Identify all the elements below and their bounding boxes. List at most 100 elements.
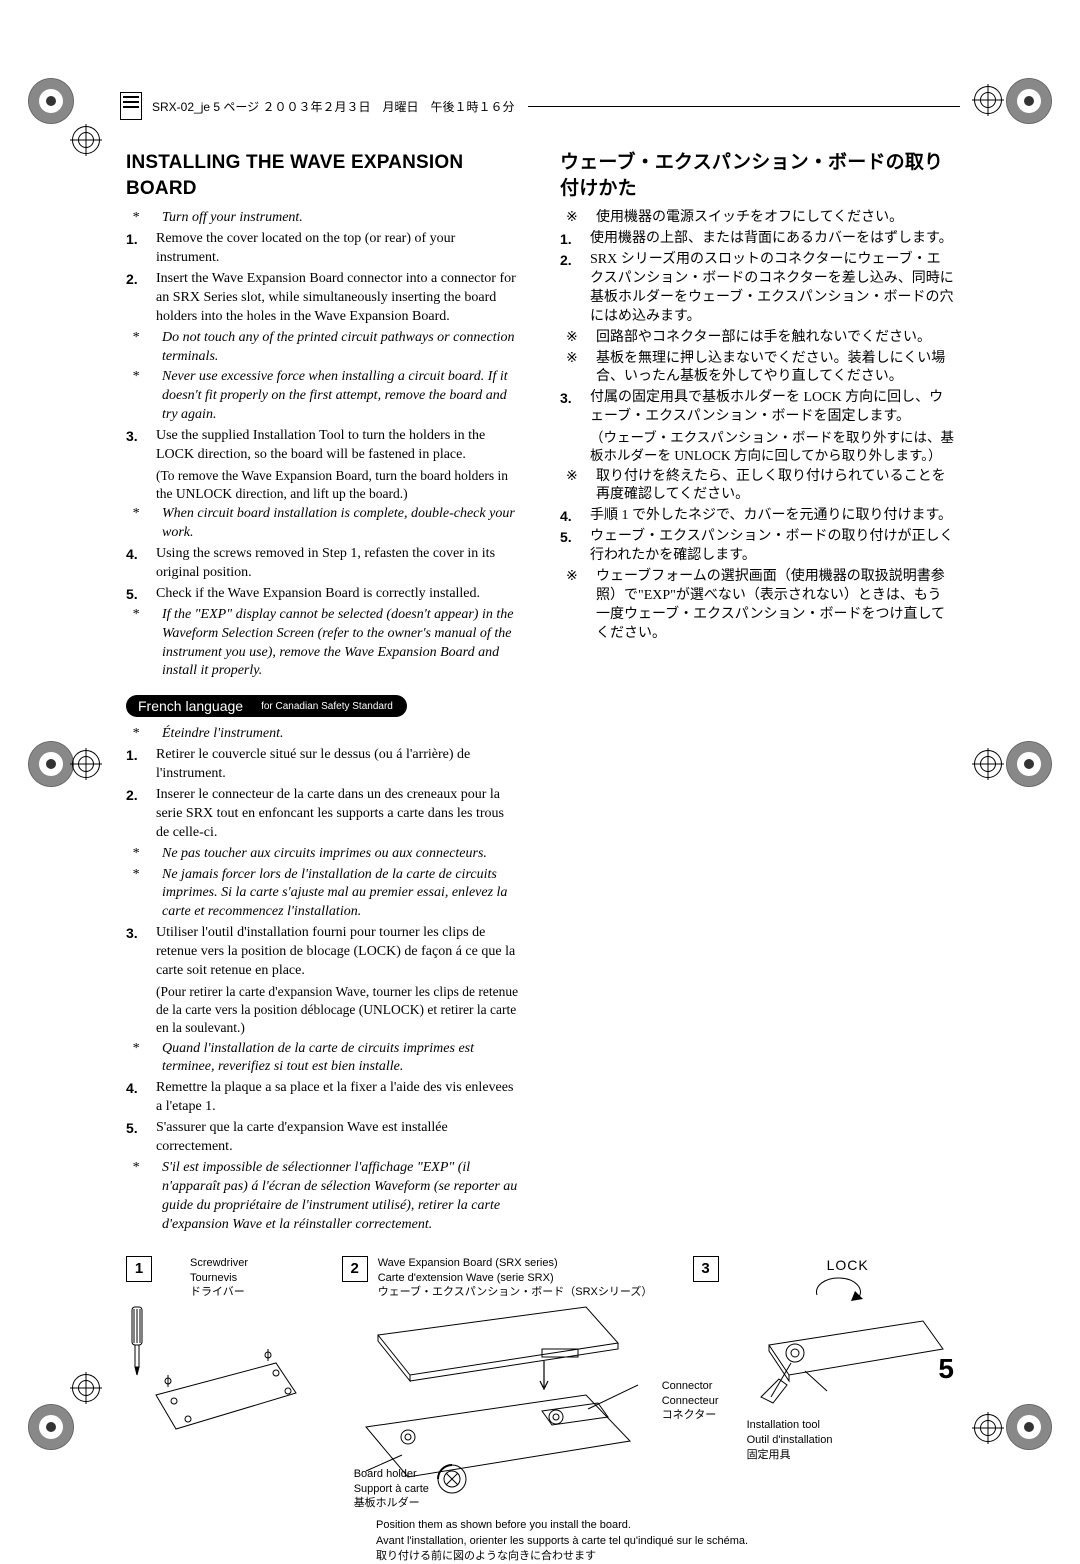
asterisk: *: [126, 368, 162, 425]
page-number: 5: [938, 1350, 954, 1388]
document-meta: SRX-02_je 5 ページ ２００３年２月３日 月曜日 午後１時１６分: [120, 92, 960, 120]
note-text: 取り付けを終えたら、正しく取り付けられていることを再度確認してください。: [596, 468, 954, 506]
crosshair-mark: [974, 750, 1002, 778]
lock-label: LOCK: [827, 1256, 954, 1275]
figure-2: 2 Wave Expansion Board (SRX series) Cart…: [342, 1256, 719, 1510]
label-screwdriver-jp: ドライバー: [190, 1285, 248, 1299]
step-text: Check if the Wave Expansion Board is cor…: [156, 585, 520, 604]
step-text: S'assurer que la carte d'expansion Wave …: [156, 1119, 520, 1157]
asterisk: *: [126, 1040, 162, 1078]
label-tool-en: Installation tool: [747, 1418, 954, 1433]
registration-mark: [1006, 741, 1052, 787]
note-text: ウェーブフォームの選択画面（使用機器の取扱説明書参照）で"EXP"が選べない（表…: [596, 568, 954, 644]
note-text: Never use excessive force when installin…: [162, 368, 520, 425]
asterisk: *: [126, 505, 162, 543]
crosshair-mark: [974, 1414, 1002, 1442]
note-text: 使用機器の電源スイッチをオフにしてください。: [596, 209, 954, 228]
meta-text: SRX-02_je 5 ページ ２００３年２月３日 月曜日 午後１時１６分: [152, 98, 514, 115]
note-text: Turn off your instrument.: [162, 209, 520, 228]
note-text: Ne pas toucher aux circuits imprimes ou …: [162, 845, 520, 864]
caption-jp: 取り付ける前に図のような向きに合わせます: [376, 1549, 954, 1564]
step-number: 5.: [126, 585, 156, 604]
step-text: Inserer le connecteur de la carte dans u…: [156, 786, 520, 843]
step-paren: (Pour retirer la carte d'expansion Wave,…: [156, 983, 520, 1038]
label-connector-jp: コネクター: [662, 1408, 719, 1422]
crosshair-mark: [72, 126, 100, 154]
registration-mark: [1006, 1404, 1052, 1450]
note-text: 基板を無理に押し込まないでください。装着しにくい場合、いったん基板を外してやり直…: [596, 350, 954, 388]
asterisk: *: [126, 329, 162, 367]
document-icon: [120, 92, 142, 120]
label-board-jp: ウェーブ・エクスパンション・ボード（SRXシリーズ）: [378, 1285, 683, 1299]
banner-lang: French language: [138, 697, 243, 716]
note-text: Quand l'installation de la carte de circ…: [162, 1040, 520, 1078]
lock-diagram: [747, 1275, 947, 1405]
banner-suffix: for Canadian Safety Standard: [261, 700, 393, 714]
note-text: Ne jamais forcer lors de l'installation …: [162, 866, 520, 923]
step-paren: （ウェーブ・エクスパンション・ボードを取り外すには、基板ホルダーを UNLOCK…: [590, 429, 954, 465]
step-paren: (To remove the Wave Expansion Board, tur…: [156, 467, 520, 503]
step-number: 2.: [126, 786, 156, 843]
step-text: Utiliser l'outil d'installation fourni p…: [156, 925, 515, 978]
step-text: SRX シリーズ用のスロットのコネクターにウェーブ・エクスパンション・ボードのコ…: [590, 251, 954, 327]
step-number: 1.: [126, 746, 156, 784]
asterisk: *: [126, 725, 162, 744]
registration-mark: [28, 78, 74, 124]
figure-1: 1 Screwdriver Tournevis ドライバー: [126, 1256, 314, 1450]
crosshair-mark: [72, 750, 100, 778]
step-number: 3.: [560, 389, 590, 465]
label-tool-fr: Outil d'installation: [747, 1433, 954, 1448]
step-number: 3.: [126, 924, 156, 1037]
caption-fr: Avant l'installation, orienter les suppo…: [376, 1534, 954, 1549]
jp-mark: ※: [560, 568, 596, 644]
step-number: 3.: [126, 427, 156, 503]
language-banner: French language for Canadian Safety Stan…: [126, 695, 407, 717]
step-text: ウェーブ・エクスパンション・ボードの取り付けが正しく行われたかを確認します。: [590, 528, 954, 566]
step-text: Remettre la plaque a sa place et la fixe…: [156, 1079, 520, 1117]
crosshair-mark: [974, 86, 1002, 114]
note-text: Do not touch any of the printed circuit …: [162, 329, 520, 367]
step-number: 4.: [126, 545, 156, 583]
label-tool-jp: 固定用具: [747, 1448, 954, 1463]
label-connector-fr: Connecteur: [662, 1394, 719, 1408]
figure-number: 1: [126, 1256, 152, 1282]
note-text: 回路部やコネクター部には手を触れないでください。: [596, 329, 954, 348]
step-number: 4.: [126, 1079, 156, 1117]
note-text: If the "EXP" display cannot be selected …: [162, 606, 520, 682]
registration-mark: [1006, 78, 1052, 124]
label-board-fr: Carte d'extension Wave (serie SRX): [378, 1271, 683, 1285]
step-number: 5.: [560, 528, 590, 566]
asterisk: *: [126, 209, 162, 228]
step-number: 5.: [126, 1119, 156, 1157]
label-board-en: Wave Expansion Board (SRX series): [378, 1256, 683, 1270]
label-connector-en: Connector: [662, 1379, 719, 1393]
figure-number: 3: [693, 1256, 719, 1282]
label-screwdriver-en: Screwdriver: [190, 1256, 248, 1270]
step-number: 1.: [560, 230, 590, 249]
asterisk: *: [126, 866, 162, 923]
asterisk: *: [126, 845, 162, 864]
asterisk: *: [126, 606, 162, 682]
note-text: Éteindre l'instrument.: [162, 725, 520, 744]
jp-mark: ※: [560, 329, 596, 348]
jp-mark: ※: [560, 468, 596, 506]
step-text: 使用機器の上部、または背面にあるカバーをはずします。: [590, 230, 954, 249]
step-text: Using the screws removed in Step 1, refa…: [156, 545, 520, 583]
registration-mark: [28, 741, 74, 787]
label-screwdriver-fr: Tournevis: [190, 1271, 248, 1285]
step-text: Retirer le couvercle situé sur le dessus…: [156, 746, 520, 784]
jp-mark: ※: [560, 209, 596, 228]
step-number: 2.: [126, 270, 156, 327]
crosshair-mark: [72, 1374, 100, 1402]
jp-mark: ※: [560, 350, 596, 388]
asterisk: *: [126, 1159, 162, 1235]
step-text: 手順 1 で外したネジで、カバーを元通りに取り付けます。: [590, 507, 954, 526]
note-text: S'il est impossible de sélectionner l'af…: [162, 1159, 520, 1235]
step-text: 付属の固定用具で基板ホルダーを LOCK 方向に回し、ウェーブ・エクスパンション…: [590, 390, 943, 424]
step-text: Insert the Wave Expansion Board connecto…: [156, 270, 520, 327]
step-number: 1.: [126, 230, 156, 268]
caption-en: Position them as shown before you instal…: [376, 1518, 954, 1533]
heading-jp: ウェーブ・エクスパンション・ボードの取り付けかた: [560, 150, 954, 201]
meta-rule: [528, 106, 960, 107]
step-number: 4.: [560, 507, 590, 526]
